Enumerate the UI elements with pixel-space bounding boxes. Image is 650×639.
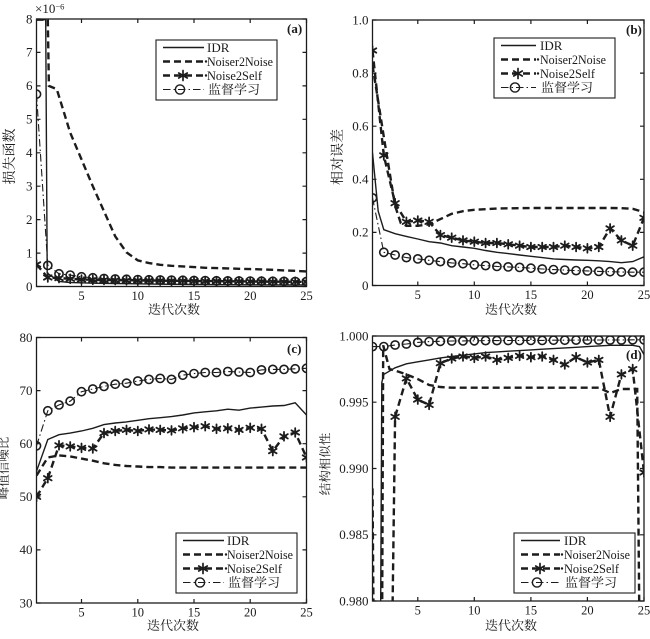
svg-text:10: 10 [132, 606, 145, 620]
svg-text:(a): (a) [287, 21, 302, 36]
svg-text:IDR: IDR [540, 38, 563, 53]
svg-text:25: 25 [300, 606, 313, 620]
svg-text:10: 10 [132, 289, 145, 303]
svg-text:1.0: 1.0 [352, 12, 368, 27]
svg-text:6: 6 [26, 78, 33, 93]
svg-text:25: 25 [638, 288, 650, 302]
svg-text:8: 8 [26, 11, 33, 26]
svg-text:IDR: IDR [564, 533, 587, 548]
svg-text:Noiser2Noise: Noiser2Noise [540, 52, 606, 67]
svg-text:30: 30 [20, 595, 33, 610]
svg-text:0: 0 [362, 278, 369, 293]
svg-text:IDR: IDR [207, 40, 230, 55]
svg-text:Noise2Self: Noise2Self [564, 561, 620, 576]
svg-text:Noise2Self: Noise2Self [540, 66, 596, 81]
svg-text:1: 1 [26, 245, 33, 260]
svg-text:0.980: 0.980 [339, 593, 368, 608]
svg-text:0.8: 0.8 [352, 65, 368, 80]
svg-text:Noiser2Noise: Noiser2Noise [564, 547, 630, 562]
svg-text:50: 50 [20, 489, 33, 504]
svg-text:15: 15 [525, 288, 538, 302]
svg-text:(c): (c) [287, 341, 301, 356]
svg-text:5: 5 [78, 606, 84, 620]
svg-text:15: 15 [188, 606, 201, 620]
svg-text:0.4: 0.4 [352, 172, 369, 187]
svg-text:5: 5 [78, 289, 84, 303]
svg-text:20: 20 [581, 288, 594, 302]
svg-text:0.6: 0.6 [352, 119, 369, 134]
svg-text:70: 70 [20, 383, 33, 398]
svg-text:7: 7 [26, 45, 33, 60]
svg-text:40: 40 [20, 542, 33, 557]
svg-text:1.000: 1.000 [339, 328, 368, 343]
svg-text:(b): (b) [626, 22, 642, 37]
svg-text:15: 15 [188, 289, 201, 303]
svg-text:Noise2Self: Noise2Self [227, 561, 283, 576]
svg-text:20: 20 [244, 289, 257, 303]
svg-text:Noise2Self: Noise2Self [207, 68, 263, 83]
svg-text:0.985: 0.985 [339, 527, 368, 542]
svg-text:20: 20 [244, 606, 257, 620]
svg-text:10: 10 [468, 288, 481, 302]
svg-text:5: 5 [415, 604, 421, 618]
svg-text:2: 2 [26, 212, 33, 227]
svg-text:5: 5 [26, 112, 33, 127]
svg-text:0.990: 0.990 [339, 461, 368, 476]
svg-text:0: 0 [26, 279, 33, 294]
svg-text:Noiser2Noise: Noiser2Noise [207, 54, 273, 69]
svg-text:10: 10 [468, 604, 481, 618]
svg-text:20: 20 [581, 604, 594, 618]
svg-text:4: 4 [26, 145, 33, 160]
svg-text:25: 25 [638, 604, 650, 618]
svg-text:15: 15 [525, 604, 538, 618]
svg-text:3: 3 [26, 179, 33, 194]
svg-text:25: 25 [300, 289, 313, 303]
svg-text:Noiser2Noise: Noiser2Noise [227, 547, 293, 562]
svg-text:IDR: IDR [227, 533, 250, 548]
svg-text:80: 80 [20, 330, 33, 345]
svg-text:0.995: 0.995 [339, 395, 368, 410]
svg-text:(d): (d) [626, 347, 642, 362]
svg-text:5: 5 [415, 288, 421, 302]
svg-text:60: 60 [20, 436, 33, 451]
svg-text:0.2: 0.2 [352, 225, 368, 240]
